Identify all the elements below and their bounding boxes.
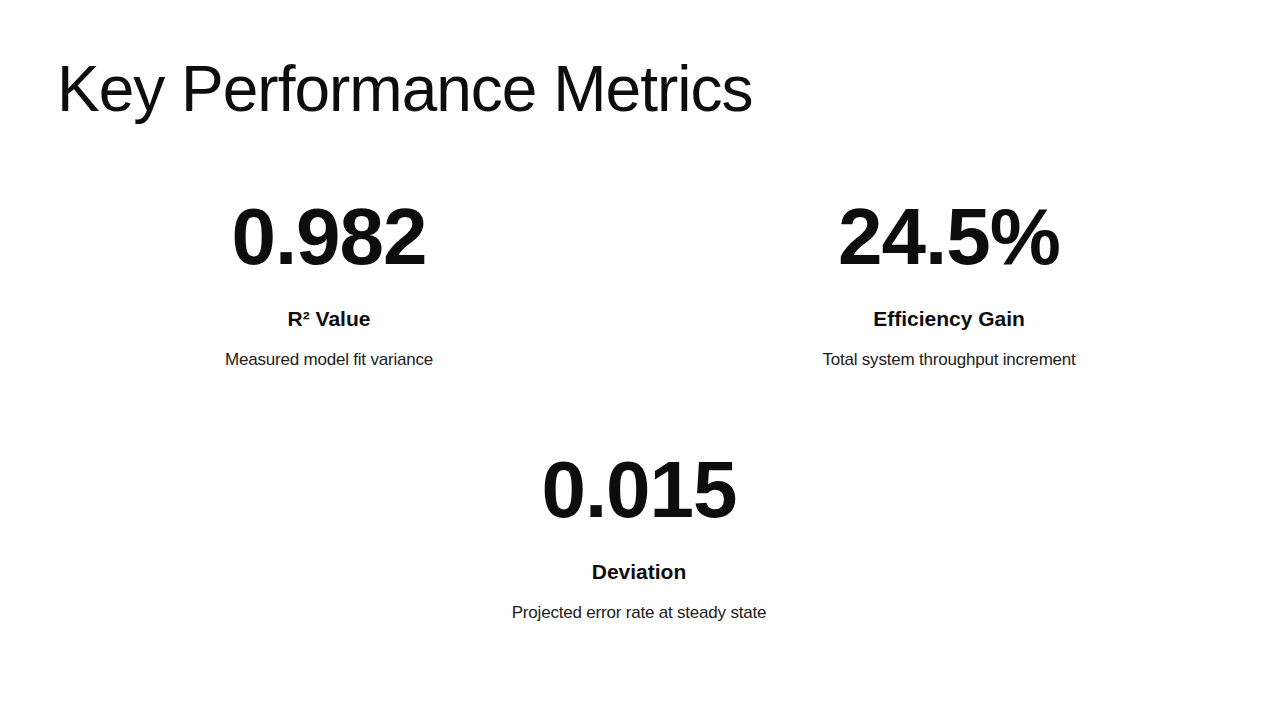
metric-description: Projected error rate at steady state [329, 603, 949, 623]
page-title: Key Performance Metrics [57, 57, 752, 121]
metric-value: 0.982 [19, 197, 639, 277]
metric-card-efficiency-gain: 24.5% Efficiency Gain Total system throu… [639, 197, 1259, 371]
metric-label: Deviation [329, 559, 949, 584]
metric-label: R² Value [19, 306, 639, 331]
metric-value: 0.015 [329, 450, 949, 530]
metric-value: 24.5% [639, 197, 1259, 277]
slide-canvas: Key Performance Metrics 0.982 R² Value M… [0, 0, 1280, 720]
metric-label: Efficiency Gain [639, 306, 1259, 331]
metric-description: Measured model fit variance [19, 350, 639, 370]
metric-card-r2-value: 0.982 R² Value Measured model fit varian… [19, 197, 639, 371]
metric-card-deviation: 0.015 Deviation Projected error rate at … [329, 450, 949, 624]
metric-description: Total system throughput increment [639, 350, 1259, 370]
